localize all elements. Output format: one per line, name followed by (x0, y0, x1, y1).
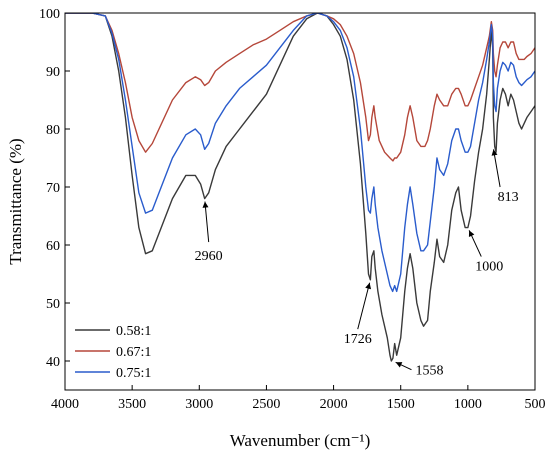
annotation-arrow (204, 201, 210, 243)
legend: 0.58:1 0.67:1 0.75:1 (70, 314, 152, 383)
x-tick-label: 1500 (387, 397, 415, 412)
series-line-1 (65, 13, 535, 162)
y-tick-label: 80 (46, 123, 60, 138)
plot-frame (64, 12, 536, 391)
annotation-arrow (492, 149, 501, 188)
x-tick-label: 2000 (320, 397, 348, 412)
annotation-arrowhead (365, 282, 372, 290)
legend-label: 0.58:1 (116, 324, 151, 339)
y-tick-label: 50 (46, 297, 60, 312)
annotation-label: 2960 (195, 249, 223, 264)
annotation-arrowhead (468, 230, 475, 238)
annotation-arrowhead (491, 149, 498, 156)
y-tick-label: 90 (46, 65, 60, 80)
series-line-2 (65, 13, 535, 293)
x-tick-label: 3500 (118, 397, 146, 412)
legend-label: 0.75:1 (116, 366, 151, 381)
annotation-label: 1726 (344, 332, 372, 347)
annotations-layer: 2960 1726 1558 1000 813 (195, 149, 519, 379)
x-tick-label: 4000 (51, 397, 79, 412)
series-layer (65, 13, 535, 362)
y-tick-label: 70 (46, 181, 60, 196)
x-tick-label: 1000 (454, 397, 482, 412)
legend-label: 0.67:1 (116, 345, 151, 360)
y-axis-title: Transmittance (%) (6, 138, 25, 264)
annotation-arrowhead (395, 362, 403, 368)
x-tick-label: 3000 (185, 397, 213, 412)
x-tick-label: 500 (525, 397, 546, 412)
series-line-0 (65, 13, 535, 362)
x-tick-label: 2500 (252, 397, 280, 412)
x-axis-title: Wavenumber (cm⁻¹) (230, 431, 371, 450)
axes-layer: 4000 3500 3000 2500 2000 1500 1000 500 40 50 60 70 8… (39, 7, 546, 412)
y-tick-label: 60 (46, 239, 60, 254)
y-tick-label: 100 (39, 7, 60, 22)
annotation-label: 813 (498, 190, 519, 205)
y-tick-label: 40 (46, 355, 60, 370)
annotation-arrow (357, 282, 371, 330)
annotation-arrowhead (202, 201, 209, 208)
annotation-label: 1558 (415, 364, 443, 379)
annotation-label: 1000 (475, 260, 503, 275)
